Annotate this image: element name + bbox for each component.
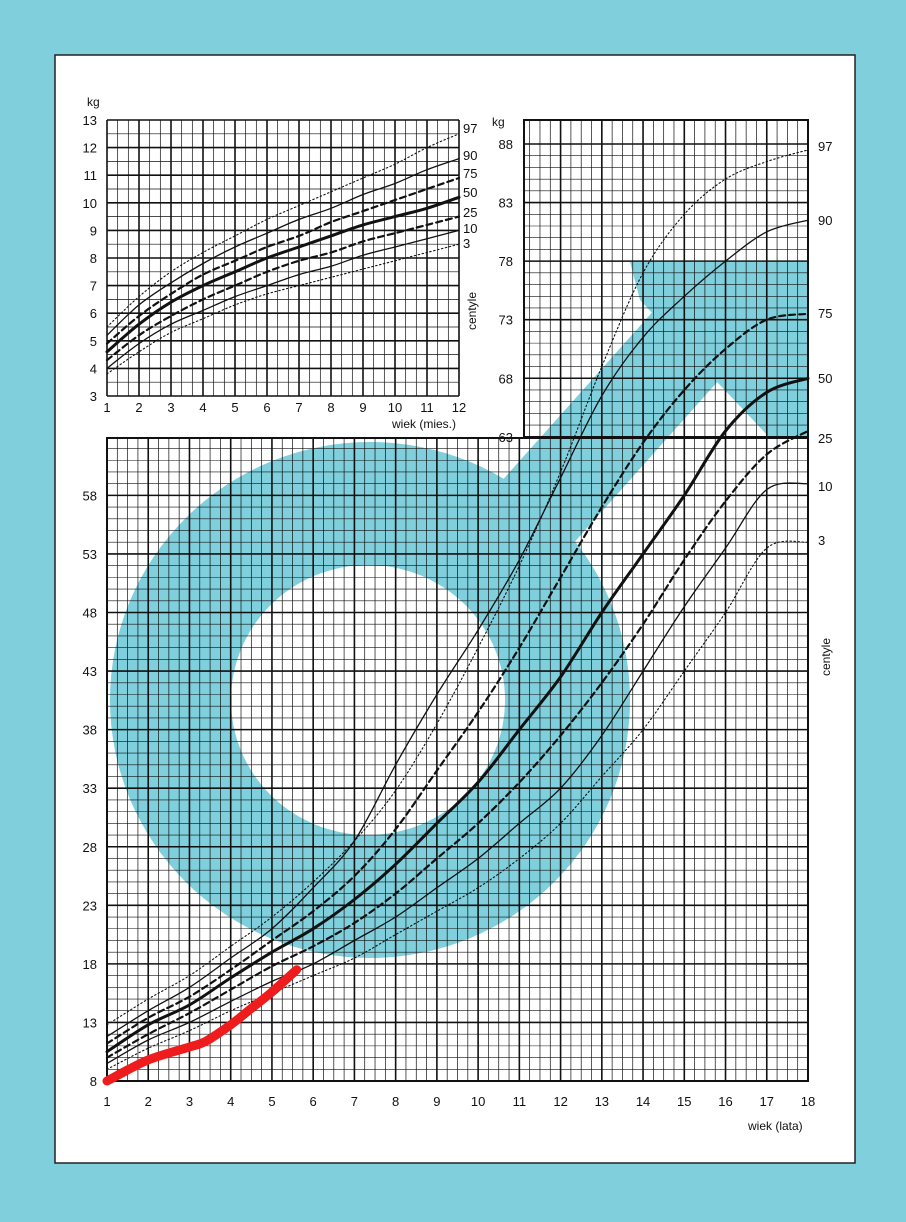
child-ytick-label: 43	[83, 664, 97, 679]
child-ytick-label: 53	[83, 547, 97, 562]
child-xtick-label: 2	[145, 1094, 152, 1109]
infant-centile-label-10: 10	[463, 221, 477, 236]
child-xtick-label: 15	[677, 1094, 691, 1109]
child-ytick-label: 88	[499, 137, 513, 152]
child-ytick-label: 18	[83, 957, 97, 972]
child-centile-50-line	[105, 376, 810, 1054]
infant-xtick-label: 10	[388, 400, 402, 415]
child-centile-90-line	[106, 219, 809, 1038]
infant-xtick-label: 4	[199, 400, 206, 415]
infant-ylabel: kg	[87, 95, 100, 109]
child-centile-label-10: 10	[818, 479, 832, 494]
child-ytick-label: 28	[83, 840, 97, 855]
child-ytick-label: 13	[83, 1015, 97, 1030]
child-centile-25-line	[105, 429, 810, 1059]
child-ytick-label: 63	[499, 430, 513, 445]
infant-xtick-label: 8	[327, 400, 334, 415]
child-xtick-label: 7	[351, 1094, 358, 1109]
child-ylabel: kg	[492, 115, 505, 129]
infant-ytick-label: 4	[90, 361, 97, 376]
child-xtick-label: 17	[760, 1094, 774, 1109]
child-xtick-label: 9	[433, 1094, 440, 1109]
infant-centile-3-line	[106, 243, 460, 375]
infant-right-label: centyle	[465, 292, 479, 330]
child-centile-75-line	[105, 312, 810, 1045]
infant-xtick-label: 11	[420, 400, 434, 415]
child-xtick-label: 4	[227, 1094, 234, 1109]
infant-centile-10-line	[106, 229, 460, 370]
child-centile-label-25: 25	[818, 431, 832, 446]
child-right-label: centyle	[819, 638, 833, 676]
child-ytick-label: 23	[83, 898, 97, 913]
infant-xlabel: wiek (mies.)	[391, 417, 456, 431]
child-xtick-label: 5	[268, 1094, 275, 1109]
child-xtick-label: 14	[636, 1094, 650, 1109]
infant-ytick-label: 12	[83, 141, 97, 156]
child-xtick-label: 16	[718, 1094, 732, 1109]
infant-ytick-label: 3	[90, 389, 97, 404]
child-xtick-label: 11	[513, 1094, 527, 1109]
child-ytick-label: 48	[83, 606, 97, 621]
child-xtick-label: 3	[186, 1094, 193, 1109]
child-ytick-label: 33	[83, 781, 97, 796]
child-xtick-label: 1	[103, 1094, 110, 1109]
infant-centile-label-90: 90	[463, 148, 477, 163]
infant-xtick-label: 7	[295, 400, 302, 415]
child-centile-label-75: 75	[818, 306, 832, 321]
child-ytick-label: 73	[499, 313, 513, 328]
child-xtick-label: 18	[801, 1094, 815, 1109]
child-centile-label-3: 3	[818, 533, 825, 548]
child-centile-97-line	[106, 149, 809, 1026]
child-centile-label-97: 97	[818, 139, 832, 154]
child-centile-label-90: 90	[818, 213, 832, 228]
infant-centile-97-line	[106, 133, 460, 328]
child-xtick-label: 10	[471, 1094, 485, 1109]
infant-ytick-label: 6	[90, 306, 97, 321]
infant-centile-label-97: 97	[463, 121, 477, 136]
infant-ytick-label: 8	[90, 251, 97, 266]
child-xtick-label: 12	[553, 1094, 567, 1109]
child-xtick-label: 8	[392, 1094, 399, 1109]
infant-ytick-label: 5	[90, 334, 97, 349]
infant-centile-label-3: 3	[463, 236, 470, 251]
infant-centile-label-75: 75	[463, 166, 477, 181]
infant-centile-90-line	[106, 157, 460, 336]
infant-centile-25-line	[105, 215, 461, 362]
patient-weight-marker-line	[102, 965, 302, 1086]
infant-xtick-label: 6	[263, 400, 270, 415]
infant-xtick-label: 9	[359, 400, 366, 415]
infant-centile-label-50: 50	[463, 185, 477, 200]
infant-ytick-label: 7	[90, 279, 97, 294]
infant-ytick-label: 9	[90, 223, 97, 238]
infant-ytick-label: 13	[83, 113, 97, 128]
infant-ytick-label: 10	[83, 196, 97, 211]
child-ytick-label: 78	[499, 254, 513, 269]
infant-ytick-label: 11	[84, 168, 98, 183]
infant-centile-50-line	[105, 195, 461, 354]
infant-xtick-label: 3	[167, 400, 174, 415]
child-xtick-label: 6	[310, 1094, 317, 1109]
child-xtick-label: 13	[595, 1094, 609, 1109]
child-ytick-label: 58	[83, 488, 97, 503]
infant-xtick-label: 2	[135, 400, 142, 415]
infant-xtick-label: 1	[103, 400, 110, 415]
infant-xtick-label: 12	[452, 400, 466, 415]
child-ytick-label: 8	[90, 1074, 97, 1089]
child-xlabel: wiek (lata)	[747, 1119, 803, 1133]
child-ytick-label: 68	[499, 371, 513, 386]
child-centile-10-line	[106, 482, 809, 1065]
child-ytick-label: 83	[499, 196, 513, 211]
child-centile-label-50: 50	[818, 371, 832, 386]
child-ytick-label: 38	[83, 723, 97, 738]
infant-centile-label-25: 25	[463, 205, 477, 220]
infant-centile-75-line	[105, 176, 461, 345]
child-centile-3-line	[106, 540, 809, 1070]
infant-xtick-label: 5	[231, 400, 238, 415]
